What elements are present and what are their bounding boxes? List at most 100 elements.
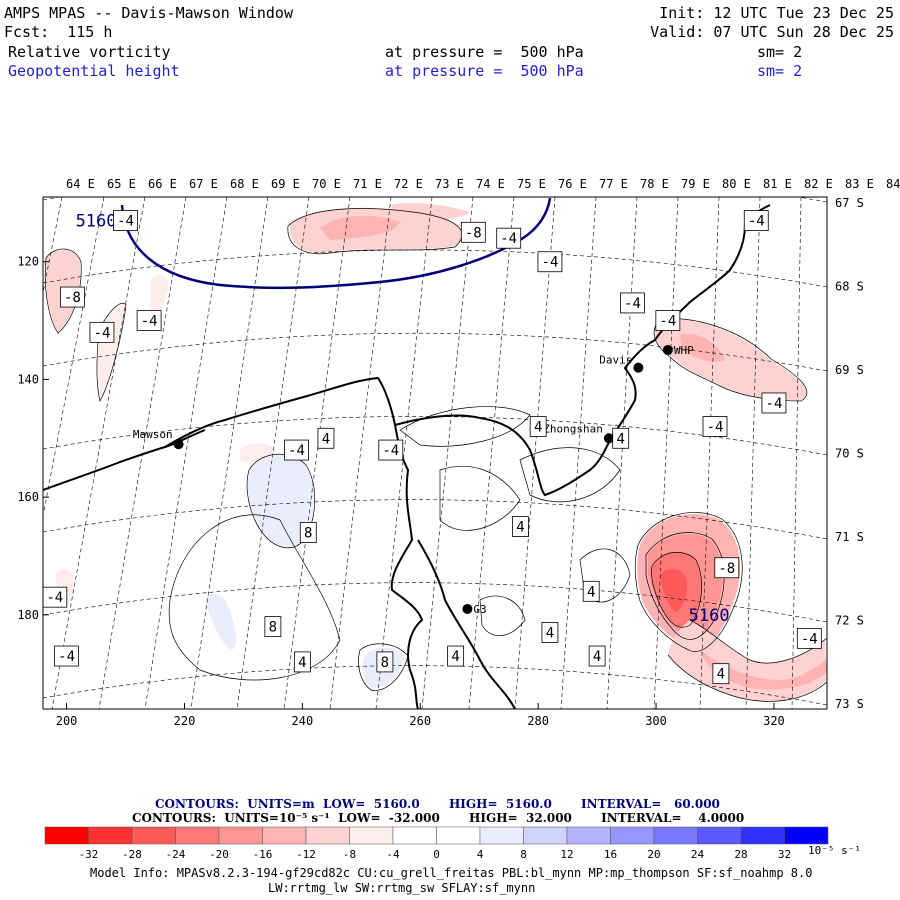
colorbar-labels: -32 -28 -24 -20 -16 -12 -8 -4 0 4 8 12 16 20 24 28 32 xyxy=(79,848,792,861)
lat-label: 68 S xyxy=(835,280,864,294)
vorticity-contour-label: -4 xyxy=(702,416,728,437)
lon-label: 84 E xyxy=(886,177,900,191)
station-label: Zhongshan xyxy=(543,422,603,435)
lon-label: 81 E xyxy=(763,177,792,191)
station-marker xyxy=(633,362,644,373)
model-info-line-2: LW:rrtmg_lw SW:rrtmg_sw SFLAY:sf_mynn xyxy=(268,881,536,895)
y-tick-label: 140 xyxy=(17,372,39,386)
y-tick-label: 120 xyxy=(17,255,39,269)
y-axis-ticks: 120 140 160 180 xyxy=(17,255,49,622)
lat-label: 72 S xyxy=(835,614,864,628)
colorbar-label: 28 xyxy=(734,848,747,861)
svg-text:4: 4 xyxy=(298,655,306,671)
lon-label: 70 E xyxy=(312,177,341,191)
plot-frame xyxy=(42,196,828,710)
station-marker xyxy=(462,603,473,614)
colorbar-label: 16 xyxy=(604,848,617,861)
vorticity-contour-label: 4 xyxy=(447,645,465,667)
colorbar-label: 32 xyxy=(778,848,791,861)
field-2-smoothing: sm= 2 xyxy=(757,62,803,80)
colorbar-box xyxy=(436,826,481,845)
colorbar-label: 4 xyxy=(477,848,484,861)
svg-text:8: 8 xyxy=(304,525,312,541)
colorbar-label: -8 xyxy=(343,848,356,861)
vorticity-contour-label: -4 xyxy=(496,227,522,249)
vorticity-contour-label: 4 xyxy=(541,622,559,643)
colorbar-box xyxy=(653,826,698,845)
field-1-smoothing: sm= 2 xyxy=(757,43,803,61)
svg-text:-8: -8 xyxy=(718,561,735,577)
field-2-name: Geopotential height xyxy=(8,62,180,80)
colorbar-box xyxy=(392,826,437,845)
field-1-pressure: at pressure = 500 hPa xyxy=(385,43,584,61)
lon-label: 82 E xyxy=(804,177,833,191)
vorticity-contour-label: 4 xyxy=(317,427,335,449)
lat-label: 73 S xyxy=(835,697,864,711)
lon-label: 64 E xyxy=(66,177,95,191)
vorticity-contour-label: 4 xyxy=(512,516,529,537)
init-time: Init: 12 UTC Tue 23 Dec 25 xyxy=(659,4,894,22)
vorticity-contour-label: -4 xyxy=(378,439,404,461)
vorticity-contour-label: -4 xyxy=(54,645,79,667)
colorbar-box xyxy=(784,826,829,845)
colorbar-box xyxy=(88,826,133,845)
svg-text:-4: -4 xyxy=(500,231,517,247)
vorticity-contour-label: -4 xyxy=(43,586,68,608)
y-tick-label: 160 xyxy=(17,490,39,504)
station-marker xyxy=(603,433,614,444)
lat-label: 69 S xyxy=(835,363,864,377)
vorticity-contour-label: 8 xyxy=(299,522,317,543)
x-axis-ticks: 200 220 240 260 280 300 320 xyxy=(56,703,785,728)
x-tick-label: 300 xyxy=(645,714,667,728)
field-1-name: Relative vorticity xyxy=(8,43,171,61)
colorbar-label: 24 xyxy=(691,848,705,861)
vorticity-contour-label: -4 xyxy=(89,321,115,343)
vorticity-contour-label: 4 xyxy=(712,663,730,685)
lon-label: 72 E xyxy=(394,177,423,191)
colorbar-label: 12 xyxy=(560,848,573,861)
x-tick-label: 240 xyxy=(292,714,314,728)
colorbar-label: -20 xyxy=(209,848,229,861)
svg-text:8: 8 xyxy=(381,655,389,671)
vorticity-shading xyxy=(44,202,827,702)
vorticity-contour-label: 4 xyxy=(582,580,600,602)
vorticity-contour-label: 4 xyxy=(529,416,547,437)
svg-text:-8: -8 xyxy=(64,290,81,306)
lon-label: 65 E xyxy=(107,177,136,191)
svg-text:-4: -4 xyxy=(141,314,158,330)
colorbar-label: -28 xyxy=(122,848,142,861)
height-contour-label: 5160 xyxy=(689,606,730,626)
svg-text:-4: -4 xyxy=(748,214,765,230)
vorticity-contour-label: 4 xyxy=(612,427,630,449)
vorticity-labels-layer: -4 -8 -4 -4 -4 -8 -4 -4 -4 -4 -4 -4 4 4 -4 -4 4 8 4 -8 -4 4 8 4… xyxy=(43,210,822,685)
colorbar-box xyxy=(479,826,524,845)
valid-time: Valid: 07 UTC Sun 28 Dec 25 xyxy=(650,23,894,41)
colorbar-box xyxy=(175,826,220,845)
colorbar-label: -32 xyxy=(79,848,99,861)
lon-label: 79 E xyxy=(681,177,710,191)
lon-label: 77 E xyxy=(599,177,628,191)
coastline xyxy=(43,204,771,709)
x-tick-label: 260 xyxy=(409,714,431,728)
vorticity-contour-label: 8 xyxy=(376,651,394,673)
contours-vorticity-info: CONTOURS: UNITS=10⁻⁵ s⁻¹ LOW= -32.000 HI… xyxy=(132,811,745,825)
colorbar-box xyxy=(262,826,307,845)
colorbar-label: 0 xyxy=(433,848,440,861)
svg-text:-4: -4 xyxy=(117,214,134,230)
longitude-labels: 64 E 65 E 66 E 67 E 68 E 69 E 70 E 71 E 72 E 73 E… xyxy=(66,177,900,191)
svg-text:4: 4 xyxy=(451,649,459,665)
x-tick-label: 280 xyxy=(527,714,549,728)
colorbar-box xyxy=(566,826,611,845)
svg-text:-4: -4 xyxy=(58,649,75,665)
vorticity-contour-label: -8 xyxy=(460,221,486,243)
contours-height-info: CONTOURS: UNITS=m LOW= 5160.0 HIGH= 5160… xyxy=(155,797,720,811)
vorticity-contour-label: -4 xyxy=(761,392,787,414)
svg-text:4: 4 xyxy=(534,420,542,436)
model-info-line-1: Model Info: MPASv8.2.3-194-gf29cd82c CU:… xyxy=(90,866,813,880)
height-labels-layer: 5160 5160 xyxy=(76,212,730,626)
colorbar-label: -24 xyxy=(166,848,186,861)
lon-label: 66 E xyxy=(148,177,177,191)
vorticity-contour-label: -4 xyxy=(284,439,309,461)
